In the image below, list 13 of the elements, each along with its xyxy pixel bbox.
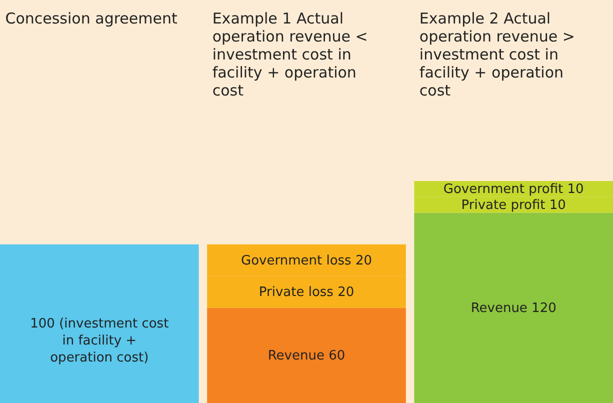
- data-label: Revenue 60: [268, 348, 346, 364]
- x-tick-label: Concession agreement: [5, 10, 178, 28]
- data-label: Private loss 20: [258, 285, 354, 300]
- x-tick-label: Example 2 Actual operation revenue > investment cost in facility + operation cost: [419, 10, 575, 100]
- bar: [207, 308, 406, 403]
- bar: [0, 244, 199, 403]
- data-label: Private profit 10: [461, 198, 566, 213]
- data-label: Government loss 20: [241, 253, 372, 268]
- bar: [414, 212, 613, 403]
- data-label: Government profit 10: [443, 182, 584, 197]
- data-label: 100 (investment cost in facility + operation cost): [30, 316, 169, 366]
- data-label: Revenue 120: [470, 300, 556, 316]
- x-tick-label: Example 1 Actual operation revenue < investment cost in facility + operation cost: [212, 10, 368, 100]
